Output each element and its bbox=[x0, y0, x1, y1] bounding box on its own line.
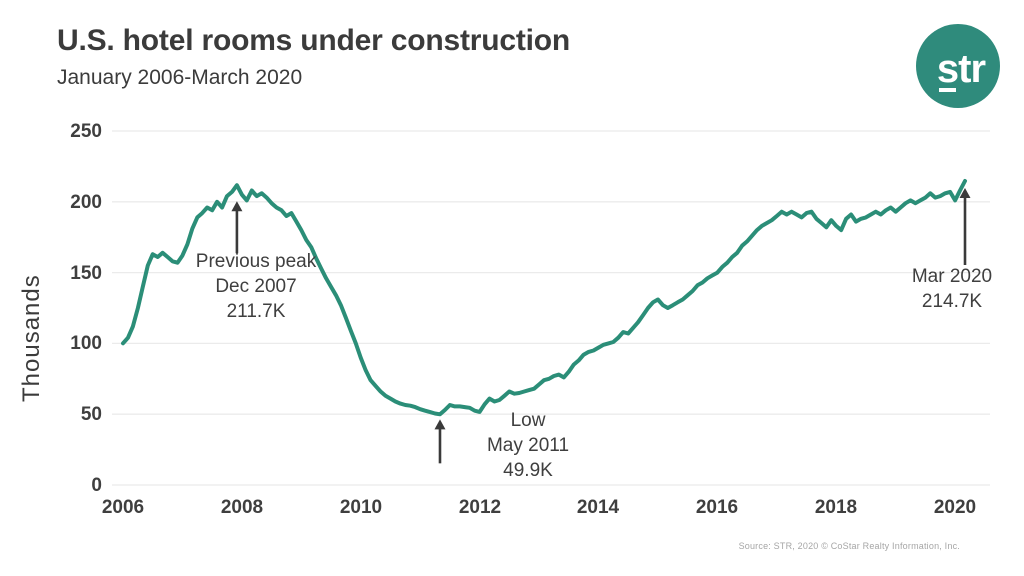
y-tick-250: 250 bbox=[70, 121, 102, 142]
y-tick-100: 100 bbox=[70, 333, 102, 354]
annotation-previous-peak-arrow-head bbox=[231, 201, 243, 212]
x-tick-2012: 2012 bbox=[458, 497, 502, 518]
annotation-low-line: Low bbox=[510, 410, 546, 431]
chart-subtitle: January 2006-March 2020 bbox=[57, 66, 303, 89]
y-tick-200: 200 bbox=[70, 192, 102, 213]
annotation-mar-2020-line: 214.7K bbox=[921, 291, 983, 312]
annotation-mar-2020-arrow-head bbox=[959, 187, 971, 198]
chart-title: U.S. hotel rooms under construction bbox=[57, 24, 571, 57]
x-tick-2010: 2010 bbox=[339, 497, 383, 518]
x-tick-2020: 2020 bbox=[933, 497, 977, 518]
rooms-under-construction-line bbox=[121, 179, 967, 417]
str-logo-circle bbox=[916, 24, 1000, 108]
x-tick-2018: 2018 bbox=[814, 497, 858, 518]
x-tick-2008: 2008 bbox=[220, 497, 264, 518]
annotation-low-line: 49.9K bbox=[503, 460, 553, 481]
y-tick-0: 0 bbox=[91, 475, 102, 496]
annotation-previous-peak-line: 211.7K bbox=[226, 301, 286, 322]
str-logo-underline bbox=[939, 88, 956, 92]
x-tick-2016: 2016 bbox=[695, 497, 739, 518]
x-tick-2014: 2014 bbox=[576, 497, 620, 518]
str-logo-text: str bbox=[937, 47, 986, 91]
annotation-low: Low May 2011 49.9K bbox=[487, 408, 569, 483]
annotation-previous-peak-line: Previous peak bbox=[195, 251, 317, 272]
source-attribution: Source: STR, 2020 © CoStar Realty Inform… bbox=[738, 541, 960, 551]
annotation-previous-peak: Previous peak Dec 2007 211.7K bbox=[196, 249, 316, 324]
annotation-low-arrow-head bbox=[434, 419, 446, 430]
annotation-mar-2020: Mar 2020 214.7K bbox=[912, 264, 992, 314]
y-tick-50: 50 bbox=[80, 404, 102, 425]
annotation-low-line: May 2011 bbox=[486, 435, 570, 456]
annotation-previous-peak-line: Dec 2007 bbox=[215, 276, 297, 297]
y-tick-150: 150 bbox=[70, 263, 102, 284]
annotation-mar-2020-line: Mar 2020 bbox=[911, 266, 993, 287]
x-tick-2006: 2006 bbox=[101, 497, 145, 518]
